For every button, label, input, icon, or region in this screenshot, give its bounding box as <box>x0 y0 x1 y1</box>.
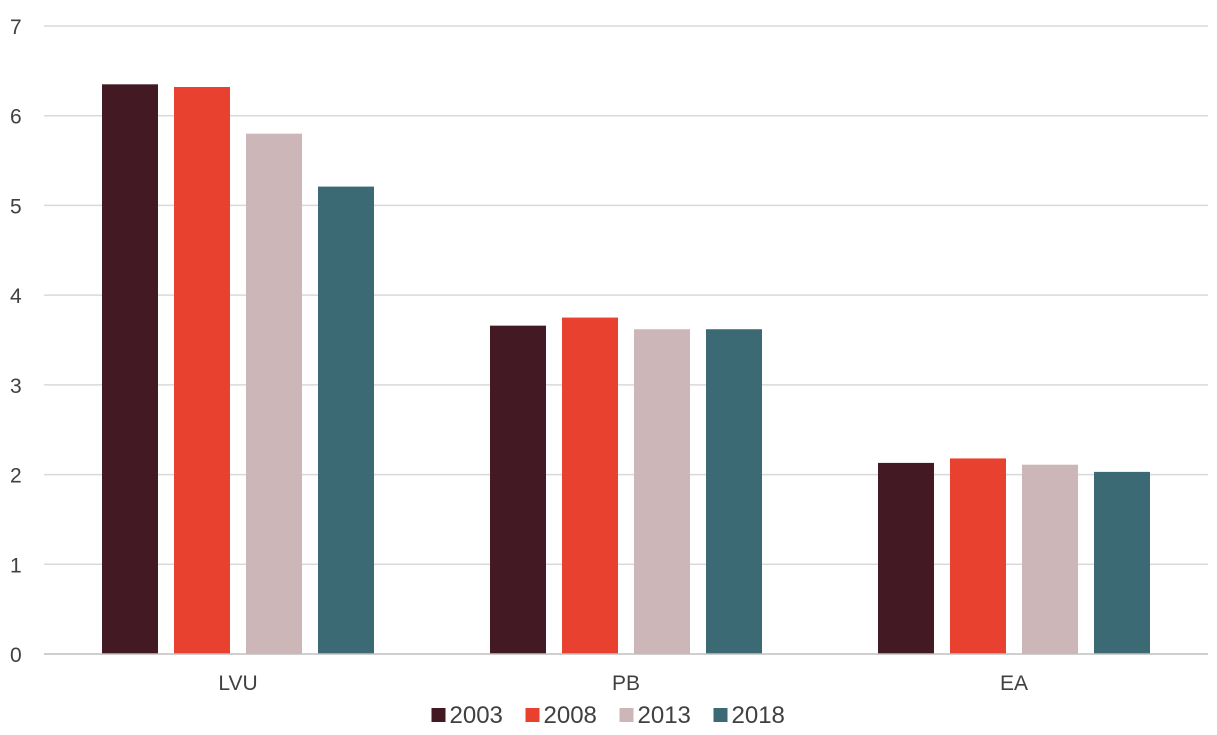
bar-ea-2003 <box>878 462 934 654</box>
bar-pb-2013 <box>634 329 690 654</box>
bars <box>102 84 1150 655</box>
x-tick-label: EA <box>1000 672 1028 695</box>
legend-label-2018: 2018 <box>732 702 785 729</box>
bar-lvu-2018 <box>318 186 374 655</box>
axes: 0 1 2 3 4 5 6 7 LVU PB EA <box>10 16 1208 695</box>
bar-lvu-2003 <box>102 84 158 655</box>
bar-lvu-2013 <box>246 133 302 654</box>
y-tick-label: 2 <box>10 465 22 488</box>
legend-swatch-2008 <box>525 708 540 722</box>
bar-pb-2018 <box>706 329 762 654</box>
bar-pb-2003 <box>490 325 546 654</box>
y-tick-label: 3 <box>10 375 22 398</box>
y-tick-label: 1 <box>10 554 22 577</box>
gridlines <box>44 25 1208 566</box>
y-tick-label: 6 <box>10 106 22 129</box>
legend-label-2008: 2008 <box>544 702 597 729</box>
y-tick-label: 4 <box>10 285 22 308</box>
legend-label-2003: 2003 <box>450 702 503 729</box>
y-tick-label: 7 <box>10 16 22 39</box>
x-tick-label: PB <box>612 672 640 695</box>
y-tick-label: 5 <box>10 195 22 218</box>
y-tick-label: 0 <box>10 644 22 667</box>
x-tick-label: LVU <box>218 672 257 695</box>
legend-swatch-2003 <box>431 708 446 722</box>
bar-pb-2008 <box>562 317 618 654</box>
bar-ea-2013 <box>1022 464 1078 654</box>
bar-lvu-2008 <box>174 87 230 654</box>
legend: 2003 2008 2013 2018 <box>431 702 785 729</box>
bar-ea-2008 <box>950 458 1006 654</box>
bar-ea-2018 <box>1094 471 1150 654</box>
legend-label-2013: 2013 <box>638 702 691 729</box>
legend-swatch-2018 <box>713 708 728 722</box>
legend-swatch-2013 <box>619 708 634 722</box>
